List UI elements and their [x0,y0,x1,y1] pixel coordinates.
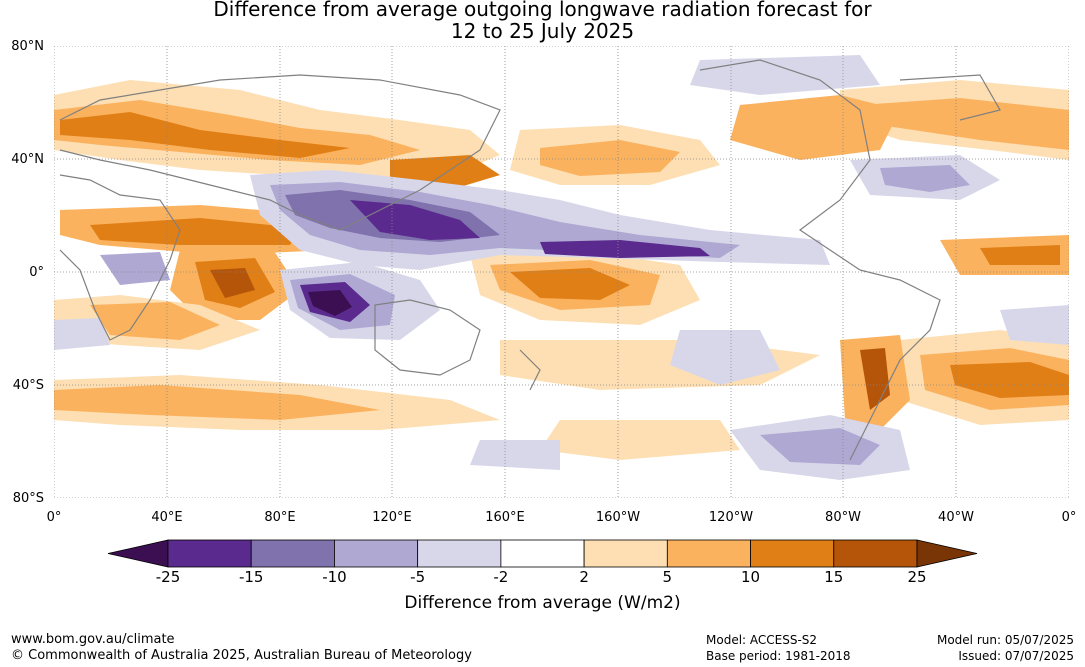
footer-model-run: Model run: 05/07/2025 [936,633,1074,647]
footer-website: www.bom.gov.au/climate [11,632,175,647]
colorbar-tick-label: 15 [824,568,844,586]
lon-label-0-right: 0° [1061,510,1077,525]
colorbar-segment [583,539,668,568]
colorbar-tick-label: -2 [493,568,509,586]
colorbar-segment [833,539,918,568]
colorbar-segment [250,539,335,568]
lon-label-80e: 80°E [264,510,296,525]
lon-label-40e: 40°E [151,510,183,525]
colorbar-tick-label: 10 [741,568,761,586]
lon-label-80w: 80°W [825,510,861,525]
footer-base-period: Base period: 1981-2018 [706,649,851,663]
colorbar-extend-high [916,539,978,568]
lon-label-160e: 160°E [485,510,525,525]
footer-model: Model: ACCESS-S2 [706,633,818,647]
positive-anomaly-regions [54,80,1069,460]
graticule [54,46,1069,498]
colorbar [107,539,978,568]
footer-issued: Issued: 07/07/2025 [958,649,1074,663]
lon-label-0-left: 0° [46,510,62,525]
lon-label-120w: 120°W [708,510,754,525]
colorbar-segment [334,539,419,568]
lon-label-120e: 120°E [372,510,412,525]
colorbar-segment [666,539,751,568]
colorbar-segment [750,539,835,568]
negative-anomaly-regions [54,55,1069,480]
lat-label-40n: 40°N [11,152,44,167]
lat-label-80s: 80°S [12,491,44,506]
lat-label-40s: 40°S [12,378,44,393]
footer-copyright: © Commonwealth of Australia 2025, Austra… [11,648,472,663]
colorbar-tick-label: -10 [322,568,347,586]
colorbar-tick-label: -5 [410,568,426,586]
colorbar-tick-label: 5 [662,568,673,586]
colorbar-segment [500,539,585,568]
colorbar-tick-label: 2 [579,568,589,586]
colorbar-label: Difference from average (W/m2) [404,593,681,613]
colorbar-segment [417,539,502,568]
colorbar-tick-label: -25 [155,568,181,586]
lat-label-0: 0° [29,265,44,280]
lat-label-80n: 80°N [11,39,44,54]
coastlines [59,59,1001,461]
map-title-line2: 12 to 25 July 2025 [450,19,635,43]
lon-label-160w: 160°W [595,510,641,525]
colorbar-extend-low [107,539,169,568]
colorbar-segment [167,539,252,568]
colorbar-tick-label: 25 [907,568,927,586]
map-title-line1: Difference from average outgoing longwav… [213,0,872,21]
colorbar-tick-label: -15 [238,568,264,586]
lon-label-40w: 40°W [938,510,974,525]
